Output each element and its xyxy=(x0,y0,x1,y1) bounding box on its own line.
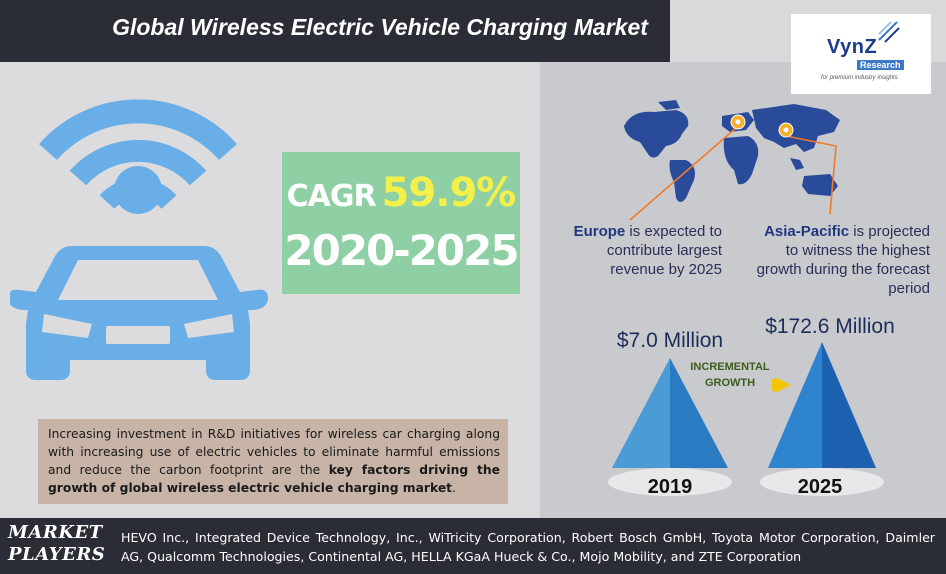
location-pin-icon xyxy=(730,114,794,138)
description-box: Increasing investment in R&D initiatives… xyxy=(38,419,508,504)
cagr-label: CAGR xyxy=(286,179,377,214)
world-map xyxy=(624,100,840,202)
value-2019: $7.0 Million xyxy=(616,329,724,352)
incremental-growth-label: INCREMENTAL GROWTH xyxy=(690,361,770,389)
vynz-logo: VynZ Research for premium industry insig… xyxy=(791,14,931,94)
logo-tagline: for premium industry insights xyxy=(821,75,898,81)
cagr-period: 2020-2025 xyxy=(284,226,519,275)
cagr-line: CAGR 59.9% xyxy=(282,170,520,216)
car-icon xyxy=(10,246,268,380)
cagr-value: 59.9% xyxy=(381,170,517,216)
year-2025: 2025 xyxy=(797,476,843,498)
description-text-end: . xyxy=(452,481,456,495)
signal-dot xyxy=(114,166,162,214)
market-players-list: HEVO Inc., Integrated Device Technology,… xyxy=(121,530,935,564)
value-2025: $172.6 Million xyxy=(765,315,895,338)
logo-sub: Research xyxy=(857,60,904,70)
apac-callout: Asia-Pacific is projected to witness the… xyxy=(754,222,930,298)
title-bar xyxy=(0,0,670,62)
cagr-box: CAGR 59.9% 2020-2025 xyxy=(282,152,520,294)
logo-name: VynZ xyxy=(827,36,878,58)
pyramid-2019 xyxy=(608,358,732,496)
europe-text: is expected to contribute largest revenu… xyxy=(606,223,722,278)
europe-callout: Europe is expected to contribute largest… xyxy=(550,222,722,279)
footer-bar: MARKET PLAYERS HEVO Inc., Integrated Dev… xyxy=(0,518,946,574)
incremental-arrow-icon xyxy=(775,377,791,393)
growth-pyramids xyxy=(608,342,884,496)
europe-name: Europe xyxy=(573,223,626,240)
year-2019: 2019 xyxy=(647,476,693,498)
apac-text: is projected to witness the highest grow… xyxy=(756,223,930,297)
description-text: Increasing investment in R&D initiatives… xyxy=(48,425,500,497)
logo-arrow-icon xyxy=(878,21,900,43)
market-players-label: MARKET PLAYERS xyxy=(8,522,106,565)
wireless-car-illustration xyxy=(10,99,268,380)
page-title: Global Wireless Electric Vehicle Chargin… xyxy=(112,14,648,40)
description-text-bold: key factors driving the growth of global… xyxy=(48,463,500,495)
apac-name: Asia-Pacific xyxy=(764,223,850,240)
description-text-plain: Increasing investment in R&D initiatives… xyxy=(48,427,500,477)
pyramid-2025 xyxy=(760,342,884,496)
